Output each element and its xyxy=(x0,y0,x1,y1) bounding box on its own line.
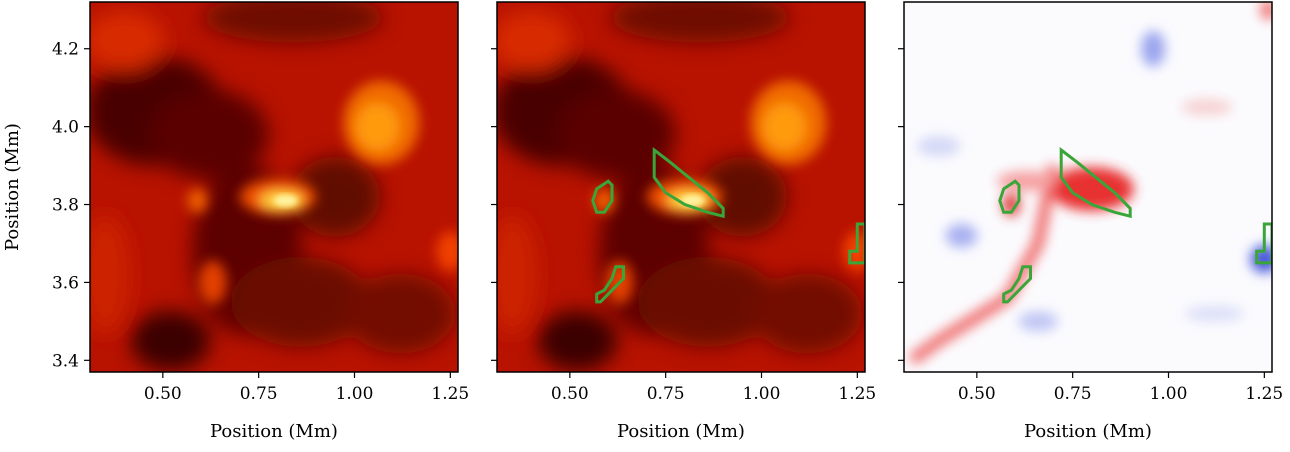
contour-right xyxy=(1255,222,1272,265)
x-tick-label: 0.75 xyxy=(1054,384,1092,404)
positive-region xyxy=(1260,2,1272,20)
y-tick-label: 4.0 xyxy=(52,118,79,138)
x-tick-label: 0.50 xyxy=(551,384,589,404)
heatmap-region xyxy=(90,10,165,71)
heatmap-hotspot xyxy=(436,231,458,272)
heatmap-region xyxy=(497,10,572,71)
y-tick-label: 3.8 xyxy=(52,196,79,216)
axes-frame xyxy=(89,1,459,373)
heatmap-hotspot xyxy=(187,188,208,213)
contour-left xyxy=(591,179,614,214)
y-tick-label: 4.2 xyxy=(52,40,79,60)
heatmap-region xyxy=(345,273,456,354)
x-tick-label: 1.25 xyxy=(431,384,469,404)
x-tick-label: 1.00 xyxy=(743,384,781,404)
x-tick-label: 1.00 xyxy=(1150,384,1188,404)
positive-region xyxy=(1180,99,1233,116)
negative-region xyxy=(1018,311,1059,332)
heatmap-region xyxy=(203,2,384,43)
heatmap-region xyxy=(148,89,269,180)
heatmap-region xyxy=(230,256,371,347)
contour-right xyxy=(848,222,865,265)
contour-left xyxy=(998,179,1021,214)
contour-main xyxy=(1059,146,1132,219)
negative-region xyxy=(945,223,978,248)
negative-region xyxy=(1184,305,1245,322)
positive-region xyxy=(996,171,1057,192)
y-tick-label: 3.6 xyxy=(52,273,79,293)
heatmap-hotspot xyxy=(355,102,400,151)
contour-lower xyxy=(1002,265,1032,304)
panel-intensity-with-contours: 0.50 0.75 1.00 1.25 Position (Mm) xyxy=(491,1,876,442)
heatmap-hotspot xyxy=(198,260,227,305)
contour-lower xyxy=(595,265,625,304)
heatmap-region xyxy=(537,310,618,371)
negative-region xyxy=(1141,30,1166,67)
x-axis-label: Position (Mm) xyxy=(1024,421,1152,442)
x-tick-label: 1.25 xyxy=(838,384,876,404)
panel-signed-field-with-contours: 0.50 0.75 1.00 1.25 Position (Mm) xyxy=(898,1,1283,442)
heatmap-region xyxy=(290,156,381,237)
heatmap-peak xyxy=(273,194,298,207)
x-axis-label: Position (Mm) xyxy=(617,421,745,442)
heatmap-region xyxy=(90,214,131,335)
y-axis-label: Position (Mm) xyxy=(2,123,23,251)
y-tick-label: 3.4 xyxy=(52,351,79,371)
positive-filament xyxy=(908,164,1060,366)
x-tick-label: 0.75 xyxy=(647,384,685,404)
axes-frame xyxy=(903,1,1273,373)
heatmap-hotspot xyxy=(762,102,807,151)
x-tick-label: 1.25 xyxy=(1245,384,1283,404)
panel-intensity: 0.50 0.75 1.00 1.25 Position (Mm) 3.4 3.6 3.8 4.… xyxy=(2,1,469,442)
positive-region xyxy=(1002,192,1021,217)
heatmap-region xyxy=(637,256,778,347)
axes-frame xyxy=(496,1,866,373)
contour-main xyxy=(652,146,725,219)
heatmap-region xyxy=(130,310,211,371)
heatmap-region xyxy=(497,214,538,335)
x-tick-label: 0.50 xyxy=(144,384,182,404)
x-tick-label: 0.50 xyxy=(958,384,996,404)
heatmap-region xyxy=(752,273,863,354)
heatmap-region xyxy=(555,89,676,180)
x-tick-label: 1.00 xyxy=(336,384,374,404)
x-tick-label: 0.75 xyxy=(240,384,278,404)
negative-region xyxy=(916,136,961,157)
positive-region xyxy=(1049,166,1134,211)
x-axis-label: Position (Mm) xyxy=(210,421,338,442)
heatmap-region xyxy=(610,2,791,43)
